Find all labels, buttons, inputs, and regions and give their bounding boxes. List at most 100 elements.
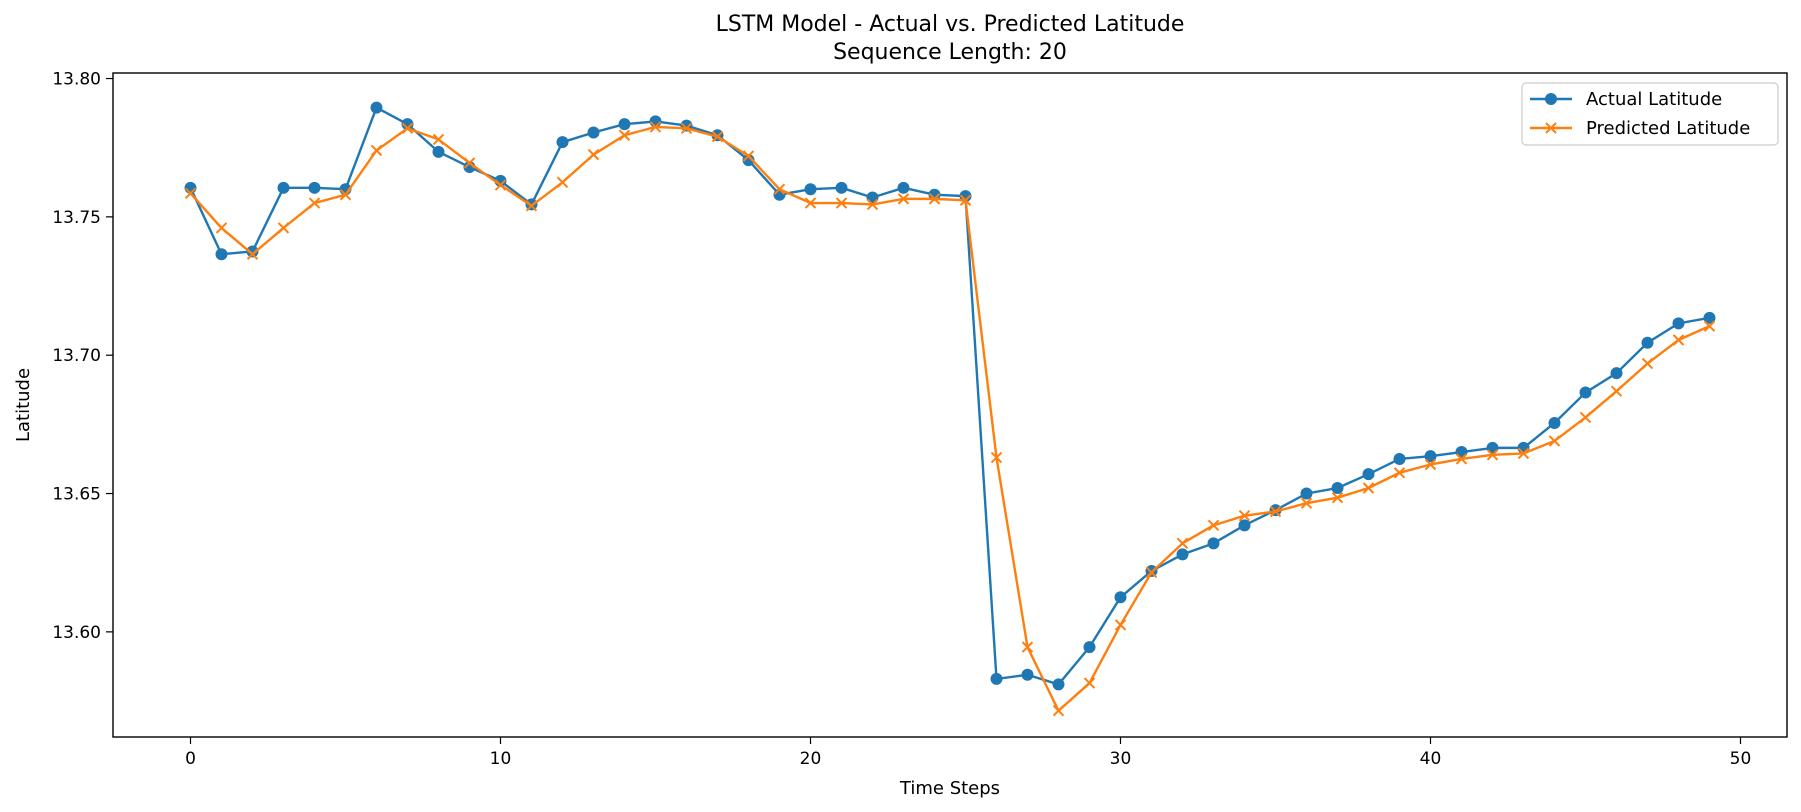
data-point-actual-latitude xyxy=(1083,641,1096,654)
data-point-predicted-latitude xyxy=(1610,385,1623,397)
data-point-predicted-latitude xyxy=(1207,519,1220,532)
data-point-predicted-latitude xyxy=(184,187,197,200)
data-point-actual-latitude xyxy=(897,181,910,194)
y-tick-label: 13.80 xyxy=(52,70,101,90)
data-point-actual-latitude xyxy=(1579,386,1592,399)
data-point-actual-latitude xyxy=(556,136,569,149)
data-point-predicted-latitude xyxy=(277,222,290,234)
x-tick-label: 30 xyxy=(1110,749,1132,769)
data-point-actual-latitude xyxy=(401,118,414,131)
data-point-predicted-latitude xyxy=(370,144,383,157)
data-point-predicted-latitude xyxy=(897,193,910,205)
data-point-predicted-latitude xyxy=(1672,334,1685,346)
y-tick-label: 13.70 xyxy=(52,346,101,366)
data-point-predicted-latitude xyxy=(1579,411,1592,424)
data-point-actual-latitude xyxy=(835,181,848,194)
data-point-actual-latitude xyxy=(1486,441,1499,454)
data-point-predicted-latitude xyxy=(1269,505,1282,518)
data-point-predicted-latitude xyxy=(711,130,724,143)
data-point-predicted-latitude xyxy=(1021,641,1034,653)
data-point-predicted-latitude xyxy=(1424,458,1437,471)
data-point-actual-latitude xyxy=(1207,537,1220,550)
data-point-predicted-latitude xyxy=(339,189,352,201)
data-point-actual-latitude xyxy=(1610,367,1623,380)
legend-marker-predicted xyxy=(1545,122,1557,134)
data-point-predicted-latitude xyxy=(556,176,569,188)
data-point-predicted-latitude xyxy=(1393,467,1406,479)
data-point-predicted-latitude xyxy=(401,122,414,135)
data-point-predicted-latitude xyxy=(587,148,600,161)
data-point-predicted-latitude xyxy=(649,121,662,133)
data-point-predicted-latitude xyxy=(804,197,817,209)
data-point-predicted-latitude xyxy=(866,198,879,211)
legend-frame xyxy=(1521,82,1779,146)
x-tick-label: 0 xyxy=(185,749,196,769)
data-point-predicted-latitude xyxy=(1362,482,1375,494)
data-point-predicted-latitude xyxy=(246,248,259,260)
data-point-actual-latitude xyxy=(804,183,817,196)
data-point-predicted-latitude xyxy=(1455,453,1468,465)
y-tick-label: 13.60 xyxy=(52,623,101,643)
chart-title: LSTM Model - Actual vs. Predicted Latitu… xyxy=(716,12,1185,37)
data-point-actual-latitude xyxy=(432,145,445,158)
data-point-predicted-latitude xyxy=(494,179,507,191)
data-point-actual-latitude xyxy=(308,181,321,194)
data-point-predicted-latitude xyxy=(1114,619,1127,631)
legend-marker-actual xyxy=(1545,93,1557,105)
data-point-predicted-latitude xyxy=(835,197,848,209)
data-point-predicted-latitude xyxy=(432,133,445,146)
data-point-actual-latitude xyxy=(1424,450,1437,463)
data-point-predicted-latitude xyxy=(680,122,693,135)
data-point-predicted-latitude xyxy=(1641,357,1654,370)
data-point-actual-latitude xyxy=(1672,317,1685,330)
chart-subtitle: Sequence Length: 20 xyxy=(833,40,1067,65)
y-axis-ticks: 13.60 13.65 13.70 13.75 13.80 xyxy=(52,70,113,643)
data-point-predicted-latitude xyxy=(1331,491,1344,504)
data-point-predicted-latitude xyxy=(928,193,941,205)
data-point-actual-latitude xyxy=(1300,487,1313,500)
data-point-actual-latitude xyxy=(1641,336,1654,349)
data-point-actual-latitude xyxy=(1052,678,1065,691)
data-point-predicted-latitude xyxy=(990,451,1003,464)
data-point-actual-latitude xyxy=(1548,416,1561,429)
data-point-actual-latitude xyxy=(1393,452,1406,465)
data-point-predicted-latitude xyxy=(1703,320,1716,332)
data-point-predicted-latitude xyxy=(742,150,755,162)
data-point-predicted-latitude xyxy=(1176,537,1189,550)
x-axis-ticks: 0 10 20 30 40 50 xyxy=(185,737,1751,769)
y-axis-label: Latitude xyxy=(13,368,34,442)
data-point-actual-latitude xyxy=(1455,446,1468,459)
data-point-predicted-latitude xyxy=(463,157,476,169)
x-tick-label: 40 xyxy=(1420,749,1442,769)
data-point-actual-latitude xyxy=(1362,468,1375,481)
x-axis-label: Time Steps xyxy=(899,778,1000,799)
data-point-actual-latitude xyxy=(277,181,290,194)
data-point-predicted-latitude xyxy=(959,194,972,206)
series-layer xyxy=(184,101,1716,717)
x-tick-label: 50 xyxy=(1730,749,1752,769)
data-point-predicted-latitude xyxy=(1083,677,1096,689)
data-point-actual-latitude xyxy=(866,191,879,204)
x-tick-label: 10 xyxy=(490,749,512,769)
data-point-predicted-latitude xyxy=(525,200,538,212)
data-point-actual-latitude xyxy=(990,672,1003,685)
plot-frame xyxy=(112,72,1788,738)
data-point-predicted-latitude xyxy=(1300,497,1313,509)
data-point-actual-latitude xyxy=(742,154,755,167)
data-point-predicted-latitude xyxy=(1548,435,1561,447)
data-point-actual-latitude xyxy=(587,126,600,139)
data-point-actual-latitude xyxy=(370,101,383,114)
data-point-predicted-latitude xyxy=(1052,705,1065,717)
x-tick-label: 20 xyxy=(800,749,822,769)
data-point-actual-latitude xyxy=(618,118,631,131)
data-point-actual-latitude xyxy=(1021,668,1034,681)
data-point-actual-latitude xyxy=(1176,548,1189,561)
y-tick-label: 13.65 xyxy=(52,485,101,505)
data-point-predicted-latitude xyxy=(773,183,786,195)
data-point-predicted-latitude xyxy=(215,222,228,234)
data-point-actual-latitude xyxy=(1114,591,1127,604)
data-point-actual-latitude xyxy=(1331,482,1344,494)
legend: Actual Latitude Predicted Latitude xyxy=(1521,82,1779,146)
